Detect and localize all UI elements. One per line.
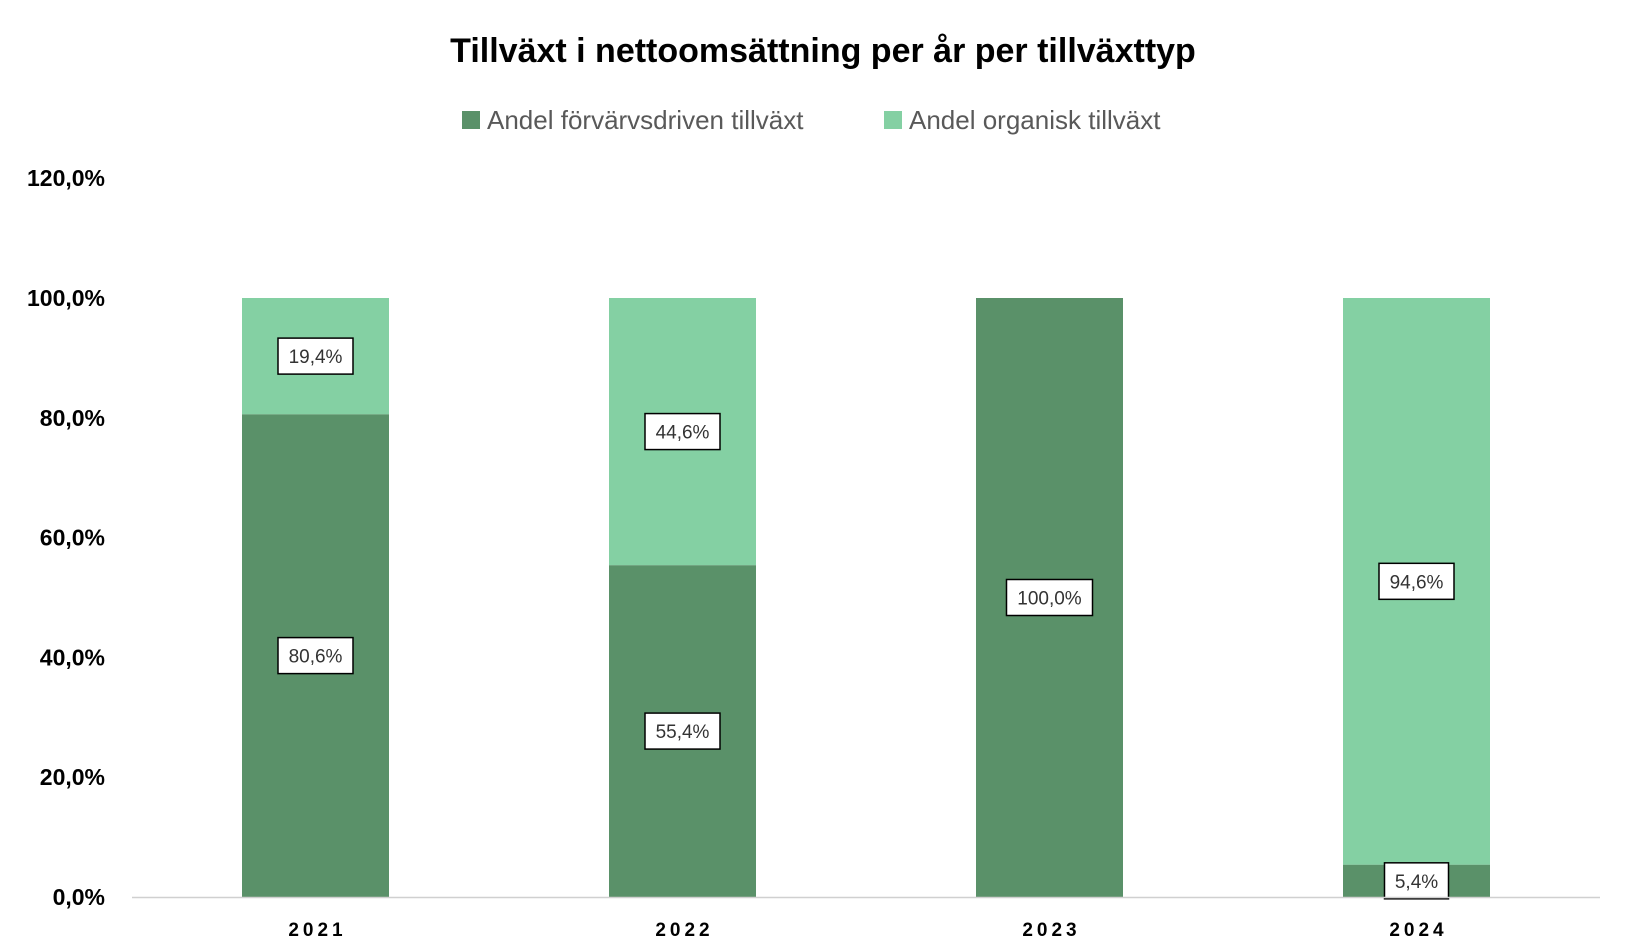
y-tick-label: 0,0% xyxy=(53,884,105,910)
chart-title: Tillväxt i nettoomsättning per år per ti… xyxy=(450,32,1196,70)
data-label: 5,4% xyxy=(1395,872,1438,893)
data-label: 80,6% xyxy=(289,647,343,668)
data-label-box xyxy=(277,636,354,675)
y-axis: 0,0% 20,0% 40,0% 60,0% 80,0% 100,0% 120,0% xyxy=(27,165,105,910)
legend-label-2: Andel organisk tillväxt xyxy=(909,105,1161,135)
data-label: 100,0% xyxy=(1017,589,1082,610)
data-label-box xyxy=(1005,578,1094,617)
data-label: 94,6% xyxy=(1390,572,1444,593)
x-tick-label: 2023 xyxy=(1022,920,1080,941)
x-tick-label: 2024 xyxy=(1389,920,1447,941)
data-labels: 80,6% 19,4% 55,4% 44,6% 100,0% 5,4% 94,6% xyxy=(277,337,1455,900)
y-tick-label: 100,0% xyxy=(27,285,105,311)
data-label-box xyxy=(277,337,354,375)
bars xyxy=(242,298,1490,897)
data-label-box xyxy=(644,712,721,750)
x-axis: 2021 2022 2023 2024 xyxy=(132,896,1600,941)
legend-swatch-1 xyxy=(462,111,480,129)
data-label: 19,4% xyxy=(289,347,343,368)
x-tick-label: 2022 xyxy=(655,920,713,941)
data-label-box xyxy=(1383,862,1450,900)
legend-swatch-2 xyxy=(884,111,902,129)
y-tick-label: 120,0% xyxy=(27,165,105,191)
x-tick-label: 2021 xyxy=(288,920,346,941)
y-tick-label: 40,0% xyxy=(40,644,105,670)
data-label: 55,4% xyxy=(656,722,710,743)
y-tick-label: 20,0% xyxy=(40,764,105,790)
y-tick-label: 60,0% xyxy=(40,525,105,551)
data-label: 44,6% xyxy=(656,423,710,444)
legend-label-1: Andel förvärvsdriven tillväxt xyxy=(487,105,804,135)
y-tick-label: 80,0% xyxy=(40,405,105,431)
data-label-box xyxy=(644,412,721,451)
legend: Andel förvärvsdriven tillväxt Andel organ… xyxy=(462,105,1161,135)
data-label-box xyxy=(1378,562,1455,601)
